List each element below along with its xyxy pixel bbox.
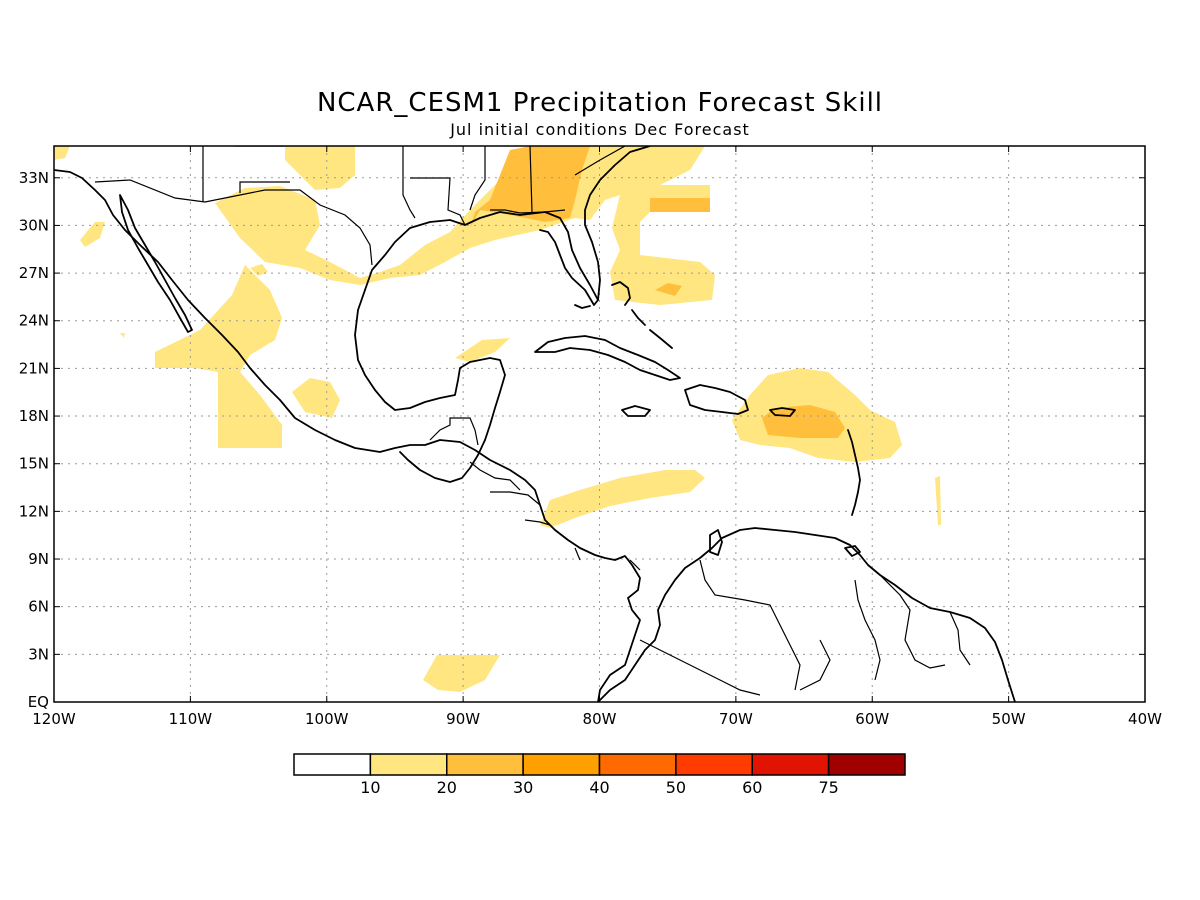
skill-region-mexico-inland [250,264,268,276]
colorbar-swatch [751,753,830,776]
y-tick-label: 30N [19,216,49,234]
x-tick-label: 100W [305,710,349,728]
colorbar-swatch [675,753,753,776]
y-tick-label: 21N [19,359,49,377]
skill-region-alabama-georgia [470,146,590,228]
skill-region-caribbean-band [540,470,705,528]
x-tick-label: 110W [169,710,213,728]
figure-title: NCAR_CESM1 Precipitation Forecast Skill [317,88,883,118]
y-tick-label: 6N [28,598,49,616]
skill-region-puerto-rico-core [762,405,845,438]
figure-subtitle: Jul initial conditions Dec Forecast [449,120,750,139]
y-tick-label: 18N [19,407,49,425]
colorbar-swatch [827,753,906,776]
skill-shading-20-30 [470,146,845,438]
y-tick-label: 3N [28,645,49,663]
skill-region-bahamas-spot [655,283,682,296]
x-tick-label: 90W [446,710,480,728]
x-tick-label: 70W [719,710,753,728]
map-plot-area [54,146,1145,702]
coastline-mexico-gulf [354,289,506,441]
border-central-america [429,417,641,571]
border-us-mexico [94,179,373,266]
colorbar-swatch [522,753,601,776]
colorbar-label: 75 [818,778,838,797]
y-tick-label: 24N [19,312,49,330]
coastline-bahamas [611,281,673,349]
coastline-us-atlantic [584,146,651,301]
skill-region-yucatan-channel [455,338,510,362]
skill-region-east-atlantic [935,476,941,525]
y-tick-label: EQ [28,693,49,711]
skill-region-baja-spot [80,222,105,247]
y-tick-label: 15N [19,455,49,473]
colorbar-label: 50 [666,778,686,797]
skill-region-pacific-equator [423,655,500,692]
y-tick-label: 12N [19,502,49,520]
map-frame [53,145,1146,703]
political-borders [94,146,971,696]
x-tick-label: 40W [1128,710,1162,728]
coastline-gulf-mexico [364,211,599,306]
skill-region-western-mexico [155,265,282,448]
coastline-puerto-rico [769,407,796,417]
x-tick-label: 120W [32,710,76,728]
map-gridlines [54,146,1145,702]
skill-region-northern-mexico [285,146,355,190]
coastline-jamaica [621,405,651,417]
colorbar: 10 20 30 40 50 60 75 [293,753,906,797]
x-tick-label: 80W [583,710,617,728]
coastline-lake-maracaibo [709,529,723,556]
map-axes: 120W 110W 100W 90W 80W 70W 60W 50W 40W EQ 3N 6N 9N 12… [19,146,1162,728]
skill-region-atlantic-bar [650,198,710,212]
colorbar-swatch [369,753,448,776]
coastlines [54,146,1016,702]
skill-region-mexico-spot [292,378,340,418]
coastline-lesser-antilles [847,429,861,516]
coastline-south-america [597,527,1016,702]
colorbar-swatch [446,753,524,776]
y-tick-label: 33N [19,169,49,187]
border-south-america [639,559,971,696]
colorbar-label: 20 [437,778,457,797]
colorbar-swatch [598,753,677,776]
colorbar-label: 40 [589,778,609,797]
skill-region-nw-corner [54,146,70,160]
colorbar-label: 60 [742,778,762,797]
coastline-cuba [534,335,681,381]
coastline-baja [119,194,193,333]
coastline-trinidad [844,545,861,557]
x-tick-label: 50W [992,710,1026,728]
coastline-hispaniola [684,384,749,415]
y-tick-label: 9N [28,550,49,568]
colorbar-label: 30 [513,778,533,797]
coastline-north-america [54,169,641,702]
y-tick-label: 27N [19,264,49,282]
x-tick-label: 60W [855,710,889,728]
colorbar-swatch [293,753,372,776]
coastline-central-america-pacific [399,439,486,483]
border-us-states [202,146,626,226]
skill-region-small-spot [120,333,125,338]
colorbar-label: 10 [360,778,380,797]
coastline-florida-keys [574,304,591,309]
